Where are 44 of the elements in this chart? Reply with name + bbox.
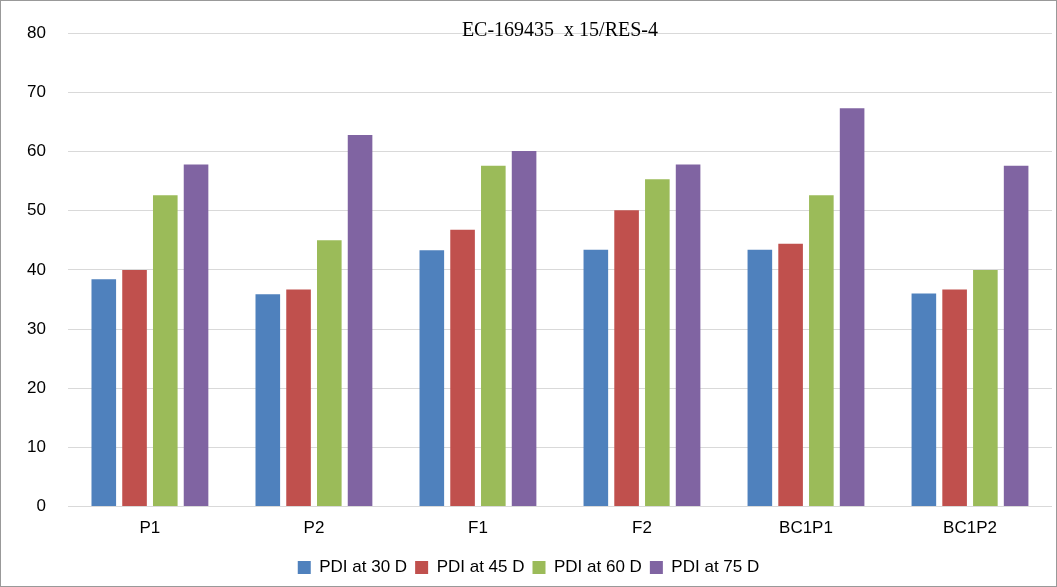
y-tick-label: 0 — [36, 496, 46, 516]
x-tick-label: F2 — [632, 518, 652, 538]
y-tick-label: 40 — [26, 259, 46, 279]
y-tick-label: 70 — [26, 82, 46, 102]
y-tick-label: 60 — [26, 141, 46, 161]
legend-label: PDI at 30 D — [319, 557, 408, 577]
bar — [645, 179, 670, 507]
x-tick-label: BC1P2 — [943, 518, 997, 538]
chart-title: EC-169435 x 15/RES-4 — [461, 18, 659, 41]
legend-label: PDI at 45 D — [436, 557, 525, 577]
bar — [778, 243, 803, 507]
bar — [511, 150, 537, 507]
bar — [747, 249, 773, 507]
y-tick-label: 80 — [26, 22, 46, 42]
legend-label: PDI at 75 D — [671, 557, 760, 577]
x-tick-label: P2 — [303, 518, 325, 538]
bar — [675, 164, 701, 507]
bar — [1003, 165, 1029, 507]
y-tick-label: 30 — [26, 318, 46, 338]
bar — [152, 195, 178, 507]
bar — [481, 165, 506, 507]
x-tick-label: P1 — [139, 518, 161, 538]
bar — [839, 108, 865, 507]
legend-label: PDI at 60 D — [554, 557, 642, 577]
bar — [419, 250, 445, 507]
y-tick-label: 50 — [26, 200, 46, 220]
bar — [911, 293, 937, 507]
x-tick-label: F1 — [468, 518, 488, 538]
y-tick-label: 20 — [26, 377, 46, 397]
y-tick-label: 10 — [26, 437, 46, 457]
bar — [255, 294, 281, 507]
bar — [614, 210, 639, 507]
bar — [347, 134, 373, 507]
bar — [122, 269, 147, 507]
bar — [91, 279, 117, 507]
bar — [317, 240, 342, 507]
bar — [183, 164, 209, 507]
bar — [809, 195, 834, 507]
bar — [973, 269, 998, 507]
bar — [450, 229, 475, 507]
bar — [286, 289, 311, 507]
bar — [942, 289, 967, 507]
bar — [583, 249, 609, 507]
x-tick-label: BC1P1 — [779, 518, 833, 538]
